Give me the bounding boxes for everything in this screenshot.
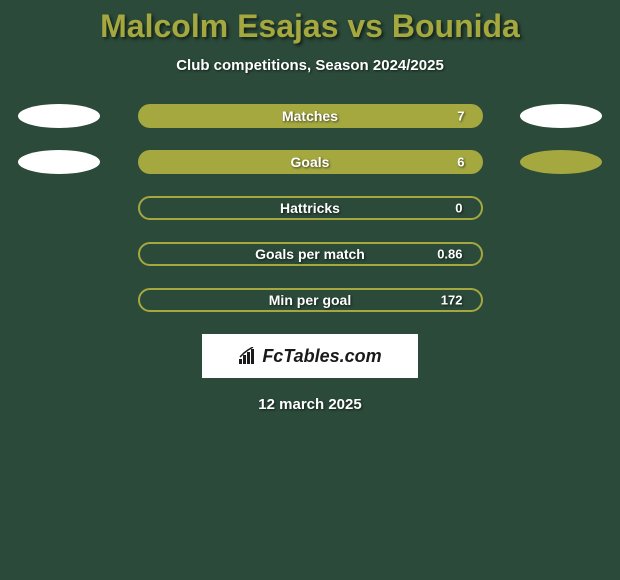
- left-indicator: [18, 150, 100, 174]
- stat-row-goals: Goals 6: [0, 150, 620, 174]
- page-subtitle: Club competitions, Season 2024/2025: [0, 57, 620, 74]
- stat-bar: Matches 7: [138, 104, 483, 128]
- logo: FcTables.com: [238, 346, 381, 367]
- page-title: Malcolm Esajas vs Bounida: [0, 8, 620, 45]
- stat-row-hattricks: Hattricks 0: [0, 196, 620, 220]
- left-indicator: [18, 196, 100, 220]
- stat-label: Goals: [291, 154, 330, 170]
- right-indicator: [520, 196, 602, 220]
- stats-container: Malcolm Esajas vs Bounida Club competiti…: [0, 0, 620, 413]
- stat-row-matches: Matches 7: [0, 104, 620, 128]
- stat-bar: Goals 6: [138, 150, 483, 174]
- right-indicator: [520, 104, 602, 128]
- chart-icon: [238, 347, 258, 365]
- stat-row-goals-per-match: Goals per match 0.86: [0, 242, 620, 266]
- stat-value: 172: [441, 293, 463, 308]
- left-indicator: [18, 242, 100, 266]
- stat-row-min-per-goal: Min per goal 172: [0, 288, 620, 312]
- right-indicator: [520, 288, 602, 312]
- right-indicator: [520, 242, 602, 266]
- stat-label: Hattricks: [280, 200, 340, 216]
- right-indicator: [520, 150, 602, 174]
- left-indicator: [18, 104, 100, 128]
- stat-label: Matches: [282, 108, 338, 124]
- stat-label: Min per goal: [269, 292, 351, 308]
- stat-label: Goals per match: [255, 246, 365, 262]
- stat-value: 7: [457, 109, 464, 124]
- stat-value: 0: [455, 201, 462, 216]
- stat-bar: Hattricks 0: [138, 196, 483, 220]
- logo-text: FcTables.com: [262, 346, 381, 367]
- stat-bar: Goals per match 0.86: [138, 242, 483, 266]
- stat-bar: Min per goal 172: [138, 288, 483, 312]
- stat-value: 6: [457, 155, 464, 170]
- stat-value: 0.86: [437, 247, 462, 262]
- left-indicator: [18, 288, 100, 312]
- logo-box[interactable]: FcTables.com: [202, 334, 418, 378]
- date-text: 12 march 2025: [0, 396, 620, 413]
